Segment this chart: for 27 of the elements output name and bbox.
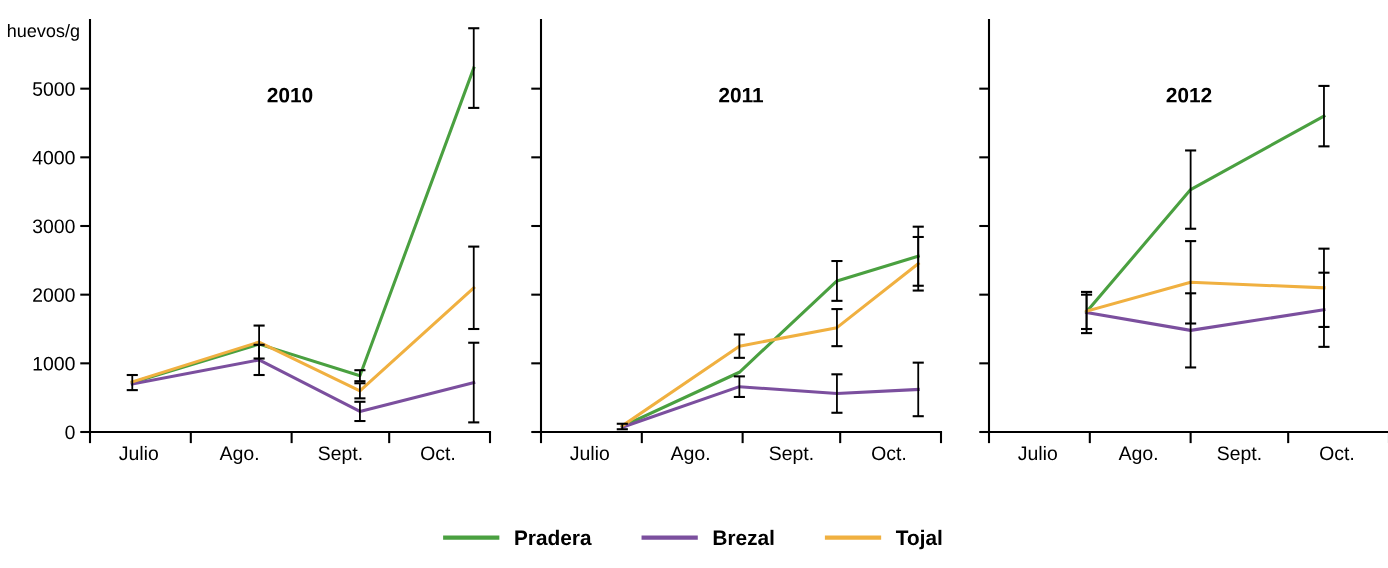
x-tick-label: Sept. [1217,446,1261,465]
x-tick-label: Julio [570,445,609,461]
x-tick-label: Julio [1018,445,1057,461]
y-tick-label: 3000 [32,219,75,234]
x-tick-label: Ago. [670,446,709,465]
x-tick-label: Ago. [1118,446,1157,465]
y-tick-label: 5000 [32,82,75,96]
text: 2012 [1166,87,1212,103]
y-tick-label: 0 [65,425,75,440]
x-tick-label: Oct. [872,446,906,461]
y-tick-label: 2000 [33,288,75,302]
legend-label: Pradera [515,529,592,546]
legend-label: Tojal [895,529,942,550]
x-tick-label: Ago. [219,446,258,465]
line-series [130,286,476,393]
y-tick-label: 4000 [32,150,75,165]
y-axis-title: huevos/g [7,23,79,41]
text: 2010 [267,87,313,103]
x-tick-label: Sept. [769,446,813,465]
line-series [130,358,476,413]
text: 2011 [719,87,764,103]
y-tick-label: 1000 [33,356,75,371]
x-tick-label: Sept. [318,446,362,465]
legend-label: Brezal [713,529,774,546]
x-tick-label: Oct. [1320,446,1354,461]
x-tick-label: Julio [119,445,158,461]
x-tick-label: Oct. [421,446,455,461]
